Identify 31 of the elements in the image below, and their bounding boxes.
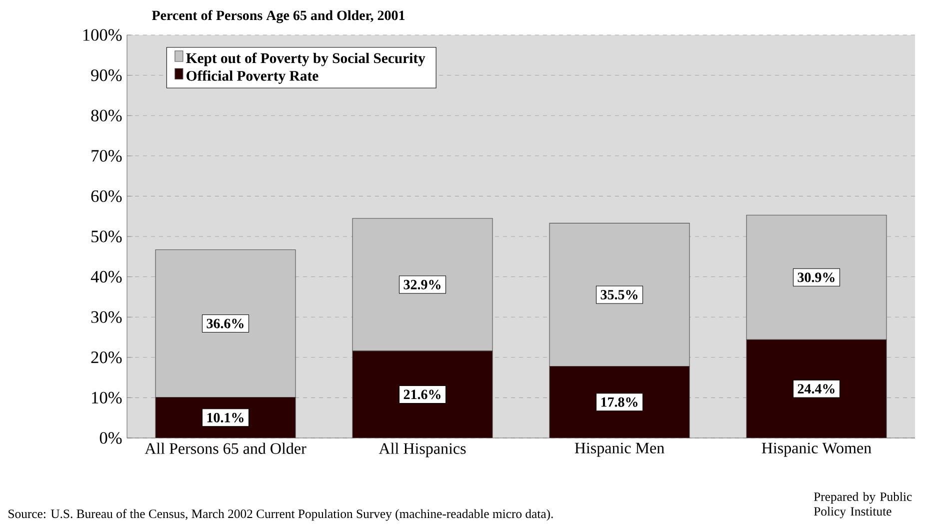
data-label: 24.4% — [798, 384, 834, 394]
chart-title: Percent of Persons Age 65 and Older, 2001 — [152, 10, 405, 24]
source-note: Source: U.S. Bureau of the Census, March 2002 Current Population Survey (machine-readable micro data). — [8, 509, 553, 521]
y-tick-label: 30% — [91, 311, 122, 323]
x-tick-label: Hispanic Men — [574, 442, 664, 457]
legend-label: Kept out of Poverty by Social Security — [186, 52, 426, 66]
y-tick-label: 0% — [100, 432, 122, 444]
y-tick-label: 100% — [83, 29, 122, 41]
y-tick-label: 70% — [92, 150, 122, 162]
x-tick-label: All Hispanics — [378, 442, 466, 458]
bar — [549, 366, 690, 438]
data-label: 30.9% — [798, 272, 834, 282]
y-tick-label: 50% — [92, 230, 122, 242]
y-tick-label: 90% — [91, 69, 122, 82]
data-label: 10.1% — [207, 412, 244, 422]
x-tick-label: Hispanic Women — [762, 442, 872, 457]
y-tick-label: 10% — [92, 392, 122, 404]
y-tick-label: 20% — [91, 352, 122, 364]
legend-label: Official Poverty Rate — [186, 70, 318, 84]
y-tick-label: 60% — [91, 190, 122, 202]
x-tick-label: All Persons 65 and Older — [144, 442, 306, 454]
data-label: 17.8% — [601, 397, 638, 407]
data-label: 32.9% — [404, 280, 440, 290]
data-label: 21.6% — [404, 390, 440, 400]
data-label: 36.6% — [206, 318, 244, 328]
y-tick-label: 40% — [90, 270, 122, 283]
bar — [352, 350, 493, 438]
y-tick-label: 80% — [91, 110, 122, 122]
data-label: 35.5% — [600, 290, 638, 300]
text: Prepared by Public Policy Institute — [814, 492, 912, 518]
bar — [746, 339, 887, 438]
